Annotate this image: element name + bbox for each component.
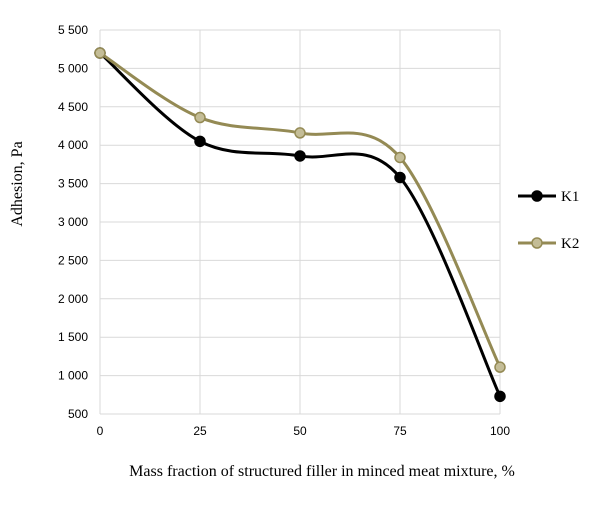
y-tick-label: 4 500 <box>58 100 88 114</box>
legend: K1 K2 <box>518 189 579 252</box>
legend-label-k2: K2 <box>561 236 579 252</box>
data-point-k2 <box>94 47 106 59</box>
data-point-k1 <box>294 150 306 162</box>
series-markers <box>94 47 506 403</box>
y-tick-label: 500 <box>68 407 88 421</box>
data-point-k2 <box>294 127 306 139</box>
x-tick-label: 75 <box>393 424 407 438</box>
y-tick-label: 5 000 <box>58 61 88 75</box>
y-tick-label: 2 500 <box>58 253 88 267</box>
y-tick-label: 1 000 <box>58 369 88 383</box>
y-tick-label: 4 000 <box>58 138 88 152</box>
x-tick-label: 25 <box>193 424 207 438</box>
y-tick-label: 1 500 <box>58 330 88 344</box>
y-axis-title: Adhesion, Pa <box>9 141 26 226</box>
legend-marker-k2 <box>531 237 543 249</box>
data-point-k2 <box>494 361 506 373</box>
y-tick-label: 3 000 <box>58 215 88 229</box>
y-tick-label: 2 000 <box>58 292 88 306</box>
legend-label-k1: K1 <box>561 189 579 205</box>
data-point-k2 <box>194 111 206 124</box>
x-tick-label: 0 <box>97 424 104 438</box>
gridlines <box>99 29 501 415</box>
data-point-k1 <box>394 171 406 184</box>
data-point-k1 <box>194 135 206 148</box>
series-line-k2 <box>99 51 502 368</box>
x-axis-ticks: 0 25 50 75 100 <box>97 424 511 438</box>
data-point-k2 <box>394 151 406 164</box>
y-tick-label: 3 500 <box>58 177 88 191</box>
legend-marker-k1 <box>531 190 543 202</box>
data-point-k1 <box>494 390 506 403</box>
x-axis-title: Mass fraction of structured filler in mi… <box>129 463 515 480</box>
series-lines <box>99 51 502 397</box>
x-tick-label: 50 <box>293 424 307 438</box>
y-tick-label: 5 500 <box>58 23 88 37</box>
x-tick-label: 100 <box>490 424 510 438</box>
y-axis-ticks: 500 1 000 1 500 2 000 2 500 3 000 3 500 4 000 4 … <box>58 23 88 421</box>
series-line-k1 <box>99 51 502 397</box>
